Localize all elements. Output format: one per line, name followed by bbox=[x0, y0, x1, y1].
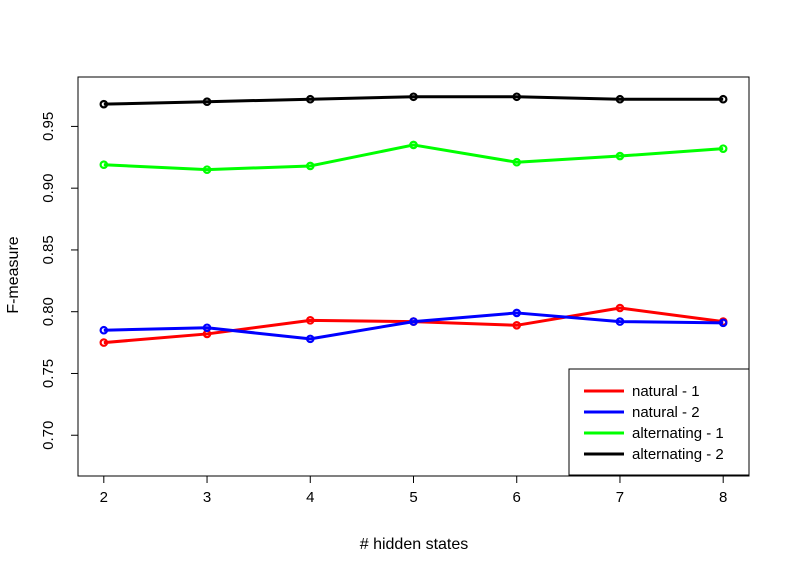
legend-label: natural - 1 bbox=[632, 383, 700, 400]
x-tick-label: 2 bbox=[100, 489, 108, 506]
y-tick-label: 0.70 bbox=[40, 421, 57, 450]
data-point bbox=[202, 165, 212, 174]
x-tick-label: 4 bbox=[306, 489, 314, 506]
series-line-4 bbox=[103, 95, 724, 106]
data-point bbox=[99, 325, 109, 335]
data-point bbox=[512, 320, 522, 330]
legend-box bbox=[568, 368, 750, 476]
x-tick-label: 3 bbox=[203, 489, 211, 506]
x-tick-label: 5 bbox=[409, 489, 417, 506]
data-point bbox=[409, 92, 418, 102]
y-tick-label: 0.95 bbox=[40, 112, 57, 141]
legend-label: alternating - 2 bbox=[632, 446, 724, 463]
x-tick-label: 6 bbox=[513, 489, 521, 506]
data-point bbox=[512, 308, 522, 318]
data-point bbox=[615, 151, 625, 161]
data-point bbox=[202, 97, 212, 107]
data-point bbox=[305, 334, 315, 344]
data-point bbox=[615, 94, 625, 104]
data-point bbox=[718, 318, 728, 328]
y-tick-label: 0.80 bbox=[40, 297, 57, 326]
data-point bbox=[305, 161, 315, 171]
data-point bbox=[718, 144, 728, 153]
x-tick-label: 8 bbox=[719, 489, 727, 506]
legend-label: alternating - 1 bbox=[632, 425, 724, 442]
series-line-2 bbox=[103, 311, 724, 341]
data-point bbox=[305, 94, 315, 104]
data-point bbox=[409, 317, 418, 326]
data-point bbox=[615, 303, 625, 313]
data-point bbox=[512, 157, 522, 167]
series-line-3 bbox=[103, 143, 724, 172]
data-point bbox=[202, 323, 212, 333]
y-tick-label: 0.85 bbox=[40, 235, 57, 264]
data-point bbox=[99, 160, 109, 170]
y-axis-title: F-measure bbox=[5, 236, 22, 313]
data-point bbox=[718, 94, 728, 104]
y-tick-label: 0.90 bbox=[40, 174, 57, 203]
data-point bbox=[305, 316, 315, 325]
y-tick-label: 0.75 bbox=[40, 359, 57, 388]
x-axis-title: # hidden states bbox=[360, 536, 469, 553]
legend-label: natural - 2 bbox=[632, 404, 700, 421]
data-point bbox=[409, 140, 418, 150]
x-tick-label: 7 bbox=[616, 489, 624, 506]
data-point bbox=[99, 338, 109, 347]
data-point bbox=[615, 317, 625, 326]
data-point bbox=[99, 99, 109, 109]
data-point bbox=[512, 92, 522, 102]
